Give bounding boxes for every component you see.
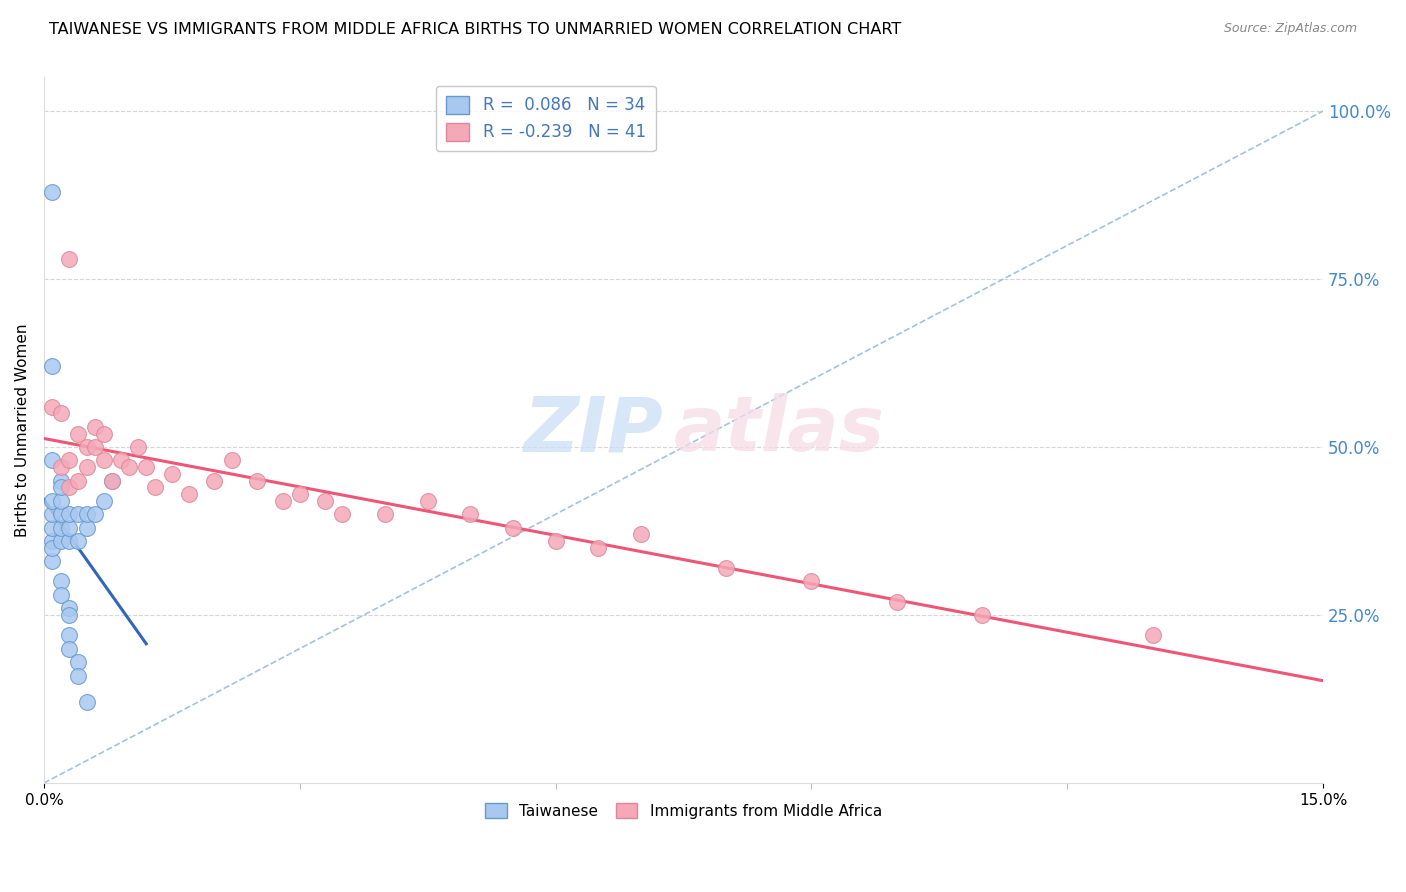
Point <box>502 521 524 535</box>
Point <box>314 493 336 508</box>
Point <box>586 541 609 555</box>
Point <box>271 493 294 508</box>
Point <box>630 527 652 541</box>
Point <box>84 420 107 434</box>
Point <box>49 534 72 549</box>
Point <box>84 508 107 522</box>
Point <box>41 554 63 568</box>
Point <box>66 534 89 549</box>
Point <box>66 655 89 669</box>
Point <box>1142 628 1164 642</box>
Point <box>288 487 311 501</box>
Point <box>143 480 166 494</box>
Point <box>58 608 80 623</box>
Point <box>970 608 993 623</box>
Point <box>58 453 80 467</box>
Point <box>221 453 243 467</box>
Point <box>58 480 80 494</box>
Point <box>332 508 354 522</box>
Point <box>374 508 396 522</box>
Point <box>127 440 149 454</box>
Point <box>66 508 89 522</box>
Point <box>544 534 567 549</box>
Point <box>66 474 89 488</box>
Point <box>101 474 124 488</box>
Text: Source: ZipAtlas.com: Source: ZipAtlas.com <box>1223 22 1357 36</box>
Point <box>41 508 63 522</box>
Point <box>58 534 80 549</box>
Point <box>160 467 183 481</box>
Y-axis label: Births to Unmarried Women: Births to Unmarried Women <box>15 324 30 537</box>
Point <box>49 574 72 589</box>
Point <box>76 695 98 709</box>
Point <box>177 487 200 501</box>
Point <box>101 474 124 488</box>
Point <box>76 460 98 475</box>
Legend: Taiwanese, Immigrants from Middle Africa: Taiwanese, Immigrants from Middle Africa <box>479 797 889 825</box>
Point <box>58 601 80 615</box>
Point <box>58 252 80 266</box>
Point <box>49 406 72 420</box>
Point <box>49 588 72 602</box>
Point <box>41 493 63 508</box>
Point <box>76 440 98 454</box>
Point <box>458 508 481 522</box>
Point <box>93 493 115 508</box>
Point <box>41 534 63 549</box>
Point <box>58 508 80 522</box>
Point <box>135 460 157 475</box>
Point <box>76 508 98 522</box>
Point <box>66 426 89 441</box>
Point <box>58 628 80 642</box>
Point <box>41 541 63 555</box>
Point <box>118 460 141 475</box>
Point <box>204 474 226 488</box>
Point <box>41 521 63 535</box>
Point <box>84 440 107 454</box>
Point <box>246 474 269 488</box>
Text: atlas: atlas <box>673 393 884 467</box>
Point <box>41 400 63 414</box>
Point <box>41 359 63 374</box>
Point <box>800 574 823 589</box>
Point <box>93 453 115 467</box>
Point <box>49 493 72 508</box>
Point <box>110 453 132 467</box>
Point <box>49 521 72 535</box>
Point <box>886 594 908 608</box>
Point <box>49 460 72 475</box>
Point <box>58 641 80 656</box>
Point <box>416 493 439 508</box>
Point <box>41 453 63 467</box>
Point <box>93 426 115 441</box>
Point <box>49 508 72 522</box>
Point <box>58 521 80 535</box>
Point <box>714 561 737 575</box>
Point <box>41 185 63 199</box>
Text: ZIP: ZIP <box>524 393 664 467</box>
Point <box>76 521 98 535</box>
Point <box>49 474 72 488</box>
Point <box>49 480 72 494</box>
Text: TAIWANESE VS IMMIGRANTS FROM MIDDLE AFRICA BIRTHS TO UNMARRIED WOMEN CORRELATION: TAIWANESE VS IMMIGRANTS FROM MIDDLE AFRI… <box>49 22 901 37</box>
Point <box>66 668 89 682</box>
